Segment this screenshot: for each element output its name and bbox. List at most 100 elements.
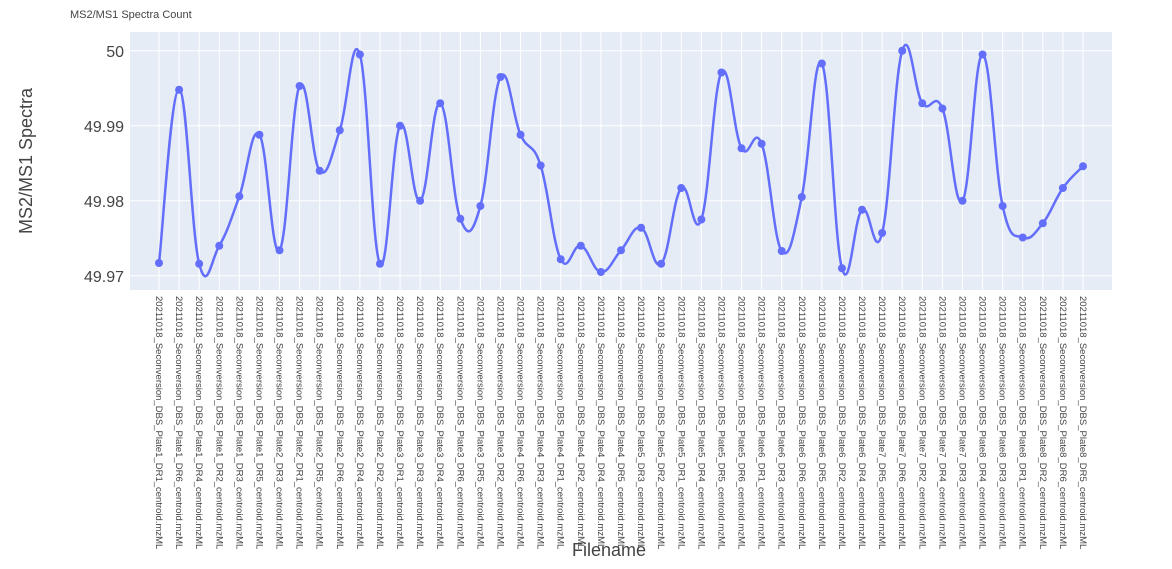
x-tick-label: 20211018_Seconversion_DBS_Plate6_DR3_cen… — [776, 296, 787, 549]
marker — [416, 196, 425, 205]
marker — [998, 202, 1007, 210]
x-tick-label: 20211018_Seconversion_DBS_Plate7_DR2_cen… — [916, 296, 927, 549]
marker — [456, 214, 465, 223]
marker — [596, 268, 605, 276]
x-tick-label: 20211018_Seconversion_DBS_Plate2_DR4_cen… — [354, 296, 365, 549]
x-tick-label: 20211018_Seconversion_DBS_Plate2_DR1_cen… — [294, 296, 305, 549]
marker — [235, 192, 244, 201]
y-tick-label: 49.98 — [84, 194, 124, 211]
marker — [275, 246, 284, 255]
x-tick-label: 20211018_Seconversion_DBS_Plate2_DR5_cen… — [314, 296, 325, 549]
x-axis-title: Filename — [572, 540, 646, 560]
x-tick-label: 20211018_Seconversion_DBS_Plate1_DR1_cen… — [153, 296, 164, 549]
x-tick-label: 20211018_Seconversion_DBS_Plate2_DR6_cen… — [334, 296, 345, 549]
marker — [817, 59, 826, 68]
marker — [878, 229, 887, 237]
x-tick-label: 20211018_Seconversion_DBS_Plate3_DR3_cen… — [414, 296, 425, 549]
x-tick-label: 20211018_Seconversion_DBS_Plate7_DR5_cen… — [876, 296, 887, 549]
marker — [335, 126, 344, 135]
x-tick-label: 20211018_Seconversion_DBS_Plate1_DR3_cen… — [233, 296, 244, 549]
marker — [556, 255, 565, 264]
marker — [295, 82, 304, 90]
y-tick-label: 49.97 — [84, 269, 124, 286]
x-tick-label: 20211018_Seconversion_DBS_Plate4_DR5_cen… — [615, 296, 626, 549]
x-tick-label: 20211018_Seconversion_DBS_Plate1_DR5_cen… — [253, 296, 264, 549]
marker — [175, 85, 184, 94]
y-axis-title: MS2/MS1 Spectra — [16, 87, 36, 234]
x-tick-label: 20211018_Seconversion_DBS_Plate6_DR4_cen… — [856, 296, 867, 549]
marker — [396, 121, 405, 130]
marker — [858, 205, 867, 214]
x-tick-label: 20211018_Seconversion_DBS_Plate6_DR2_cen… — [836, 296, 847, 549]
marker — [657, 259, 666, 268]
marker — [797, 193, 806, 201]
x-tick-label: 20211018_Seconversion_DBS_Plate2_DR2_cen… — [374, 296, 385, 549]
x-tick-label: 20211018_Seconversion_DBS_Plate6_DR6_cen… — [796, 296, 807, 549]
marker — [1018, 233, 1027, 242]
marker — [697, 215, 706, 224]
x-tick-label: 20211018_Seconversion_DBS_Plate4_DR6_cen… — [515, 296, 526, 549]
marker — [837, 264, 846, 273]
chart-title: MS2/MS1 Spectra Count — [70, 9, 192, 21]
marker — [1079, 162, 1087, 171]
marker — [436, 99, 445, 108]
marker — [1058, 184, 1067, 192]
x-tick-label: 20211018_Seconversion_DBS_Plate5_DR2_cen… — [655, 296, 666, 549]
x-tick-label: 20211018_Seconversion_DBS_Plate7_DR6_cen… — [896, 296, 907, 549]
marker — [536, 161, 545, 170]
marker — [155, 259, 163, 267]
marker — [576, 241, 585, 250]
marker — [496, 73, 505, 81]
x-tick-label: 20211018_Seconversion_DBS_Plate8_DR2_cen… — [1037, 296, 1048, 549]
marker — [355, 50, 364, 59]
marker — [777, 247, 786, 255]
x-tick-label: 20211018_Seconversion_DBS_Plate8_DR1_cen… — [1017, 296, 1028, 549]
x-tick-label: 20211018_Seconversion_DBS_Plate3_DR1_cen… — [394, 296, 405, 549]
x-tick-label: 20211018_Seconversion_DBS_Plate3_DR5_cen… — [474, 296, 485, 549]
x-tick-label: 20211018_Seconversion_DBS_Plate6_DR1_cen… — [756, 296, 767, 549]
marker — [476, 202, 485, 210]
marker — [195, 259, 204, 268]
marker — [737, 144, 746, 153]
marker — [898, 46, 907, 55]
x-tick-label: 20211018_Seconversion_DBS_Plate8_DR3_cen… — [997, 296, 1008, 549]
marker — [677, 184, 686, 192]
x-tick-label: 20211018_Seconversion_DBS_Plate4_DR2_cen… — [575, 296, 586, 549]
y-tick-label: 49.99 — [84, 119, 124, 136]
x-tick-label: 20211018_Seconversion_DBS_Plate3_DR6_cen… — [454, 296, 465, 549]
x-tick-label: 20211018_Seconversion_DBS_Plate5_DR4_cen… — [695, 296, 706, 549]
marker — [958, 196, 967, 205]
marker — [637, 223, 646, 232]
x-tick-label: 20211018_Seconversion_DBS_Plate5_DR3_cen… — [635, 296, 646, 549]
marker — [1038, 219, 1047, 228]
marker — [978, 50, 987, 59]
x-tick-label: 20211018_Seconversion_DBS_Plate8_DR4_cen… — [977, 296, 988, 549]
marker — [315, 166, 324, 175]
marker — [617, 246, 625, 255]
x-tick-label: 20211018_Seconversion_DBS_Plate2_DR3_cen… — [274, 296, 285, 549]
x-tick-label: 20211018_Seconversion_DBS_Plate4_DR4_cen… — [595, 296, 606, 549]
y-tick-label: 50 — [106, 44, 124, 61]
x-tick-label: 20211018_Seconversion_DBS_Plate8_DR6_cen… — [1057, 296, 1068, 549]
marker — [918, 99, 927, 108]
x-tick-label: 20211018_Seconversion_DBS_Plate3_DR4_cen… — [434, 296, 445, 549]
x-tick-label: 20211018_Seconversion_DBS_Plate1_DR6_cen… — [173, 296, 184, 549]
x-tick-label: 20211018_Seconversion_DBS_Plate7_DR3_cen… — [956, 296, 967, 549]
marker — [757, 139, 766, 148]
x-tick-label: 20211018_Seconversion_DBS_Plate1_DR2_cen… — [213, 296, 224, 549]
x-tick-label: 20211018_Seconversion_DBS_Plate4_DR1_cen… — [555, 296, 566, 549]
marker — [516, 130, 525, 139]
x-tick-label: 20211018_Seconversion_DBS_Plate7_DR4_cen… — [936, 296, 947, 549]
x-tick-label: 20211018_Seconversion_DBS_Plate3_DR2_cen… — [494, 296, 505, 549]
x-tick-label: 20211018_Seconversion_DBS_Plate4_DR3_cen… — [535, 296, 546, 549]
x-tick-label: 20211018_Seconversion_DBS_Plate1_DR4_cen… — [193, 296, 204, 549]
marker — [255, 130, 264, 139]
marker — [215, 241, 224, 250]
marker — [938, 104, 947, 113]
x-tick-label: 20211018_Seconversion_DBS_Plate8_DR5_cen… — [1077, 296, 1088, 549]
marker — [717, 68, 726, 77]
x-tick-label: 20211018_Seconversion_DBS_Plate5_DR6_cen… — [736, 296, 747, 549]
x-tick-label: 20211018_Seconversion_DBS_Plate5_DR5_cen… — [715, 296, 726, 549]
x-tick-label: 20211018_Seconversion_DBS_Plate6_DR5_cen… — [816, 296, 827, 549]
